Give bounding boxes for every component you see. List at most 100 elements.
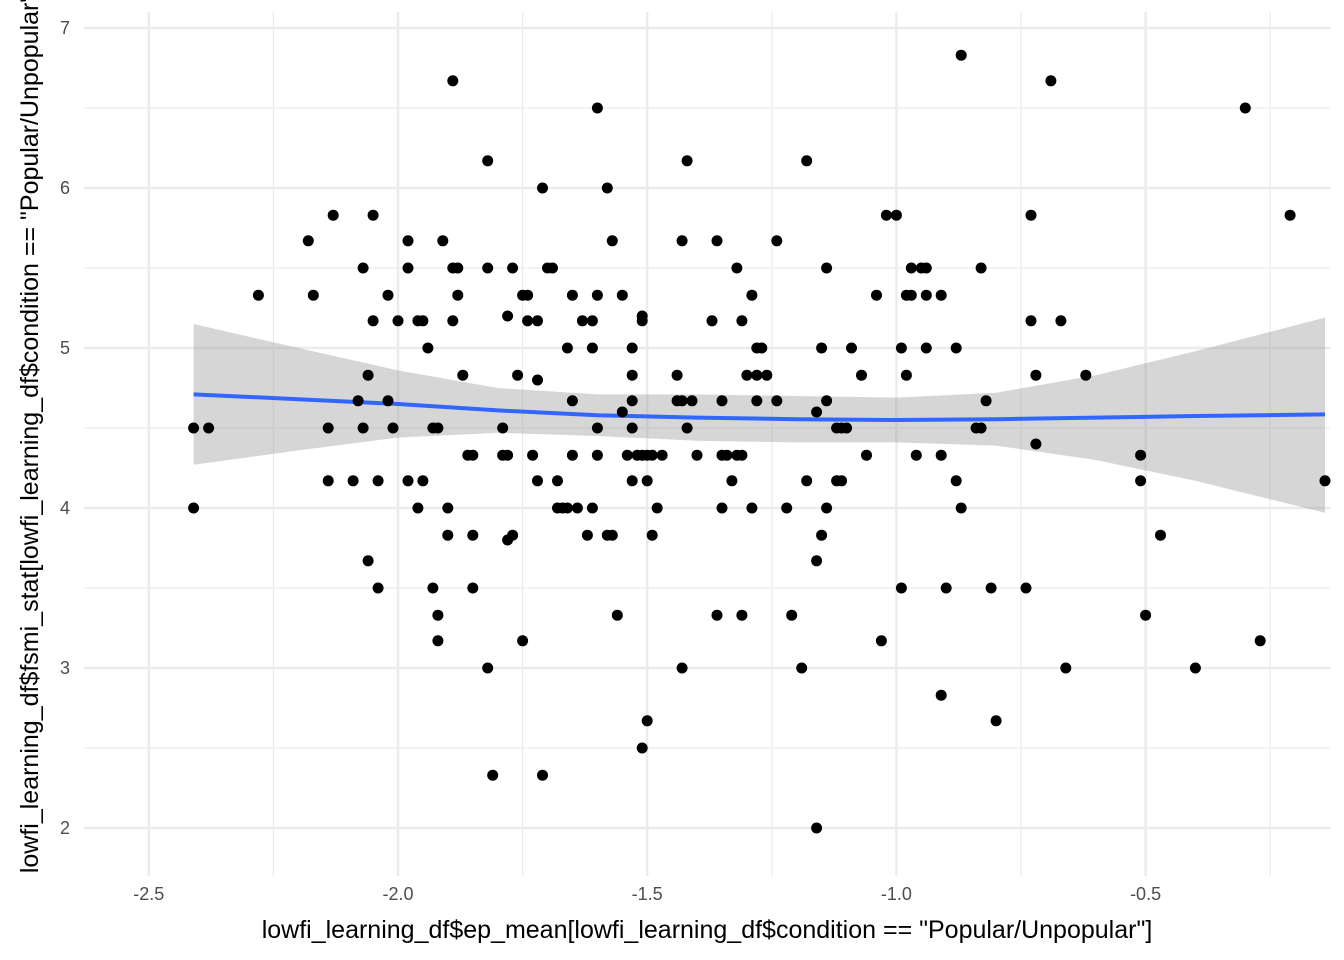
data-point: [975, 262, 987, 274]
x-tick-label: -0.5: [1130, 884, 1161, 904]
data-point: [432, 422, 444, 434]
data-point: [532, 374, 543, 386]
data-point: [626, 369, 638, 381]
data-point: [507, 262, 519, 274]
data-point: [307, 289, 319, 301]
data-point: [880, 209, 892, 221]
data-point: [442, 529, 454, 541]
y-tick-label: 4: [60, 498, 70, 518]
data-point: [656, 449, 668, 461]
data-point: [741, 369, 753, 381]
data-point: [447, 315, 459, 327]
data-point: [591, 422, 603, 434]
x-axis-title: lowfi_learning_df$ep_mean[lowfi_learning…: [262, 916, 1153, 944]
data-point: [920, 289, 932, 301]
data-point: [482, 262, 494, 274]
data-point: [252, 289, 264, 301]
data-point: [676, 662, 688, 674]
data-point: [1025, 209, 1037, 221]
data-points: [188, 49, 1331, 834]
data-point: [935, 289, 947, 301]
data-point: [422, 342, 434, 354]
data-point: [447, 75, 459, 87]
data-point: [482, 155, 494, 167]
data-point: [417, 315, 429, 327]
data-point: [736, 609, 748, 621]
data-point: [452, 262, 464, 274]
data-point: [1025, 315, 1037, 327]
data-point: [606, 235, 618, 247]
data-point: [532, 475, 543, 487]
data-point: [955, 502, 967, 514]
data-point: [188, 422, 200, 434]
data-point: [836, 475, 848, 487]
data-point: [756, 342, 768, 354]
data-point: [905, 289, 917, 301]
data-point: [935, 449, 947, 461]
data-point: [452, 289, 464, 301]
smooth-line: [193, 392, 1326, 423]
data-point: [571, 502, 583, 514]
data-point: [367, 209, 379, 221]
data-point: [890, 209, 902, 221]
data-point: [721, 449, 733, 461]
data-point: [711, 235, 723, 247]
x-tick-label: -1.0: [881, 884, 912, 904]
data-point: [1254, 635, 1266, 647]
data-point: [816, 529, 828, 541]
data-point: [920, 262, 932, 274]
data-point: [781, 502, 793, 514]
data-point: [527, 449, 539, 461]
data-point: [771, 235, 783, 247]
data-point: [552, 475, 563, 487]
data-point: [746, 502, 758, 514]
data-point: [751, 369, 763, 381]
data-point: [900, 369, 912, 381]
data-point: [641, 475, 653, 487]
data-point: [327, 209, 339, 221]
data-point: [1055, 315, 1067, 327]
data-point: [522, 315, 534, 327]
data-point: [427, 582, 439, 594]
data-point: [1135, 475, 1147, 487]
data-point: [402, 262, 414, 274]
data-point: [1239, 102, 1251, 114]
data-point: [985, 582, 997, 594]
data-point: [561, 502, 573, 514]
data-point: [591, 102, 603, 114]
data-point: [611, 609, 623, 621]
data-point: [1140, 609, 1152, 621]
data-point: [621, 449, 633, 461]
y-tick-label: 5: [60, 338, 70, 358]
y-tick-label: 3: [60, 658, 70, 678]
data-point: [467, 529, 479, 541]
data-point: [816, 342, 828, 354]
data-point: [1135, 449, 1147, 461]
data-point: [751, 395, 763, 407]
data-point: [821, 502, 833, 514]
data-point: [482, 662, 494, 674]
data-point: [940, 582, 952, 594]
data-point: [1155, 529, 1166, 541]
data-point: [875, 635, 887, 647]
major-gridlines: [84, 12, 1330, 876]
data-point: [566, 395, 578, 407]
data-point: [417, 475, 429, 487]
data-point: [626, 342, 638, 354]
data-point: [1284, 209, 1296, 221]
data-point: [532, 315, 543, 327]
data-point: [322, 422, 334, 434]
data-point: [566, 449, 578, 461]
data-point: [651, 502, 663, 514]
data-point: [676, 395, 688, 407]
data-point: [801, 475, 813, 487]
data-point: [367, 315, 379, 327]
data-point: [382, 395, 394, 407]
y-axis-title: lowfi_learning_df$fsmi_stat[lowfi_learni…: [16, 0, 44, 873]
data-point: [387, 422, 399, 434]
data-point: [322, 475, 334, 487]
data-point: [432, 609, 444, 621]
data-point: [811, 555, 823, 567]
data-point: [980, 395, 992, 407]
